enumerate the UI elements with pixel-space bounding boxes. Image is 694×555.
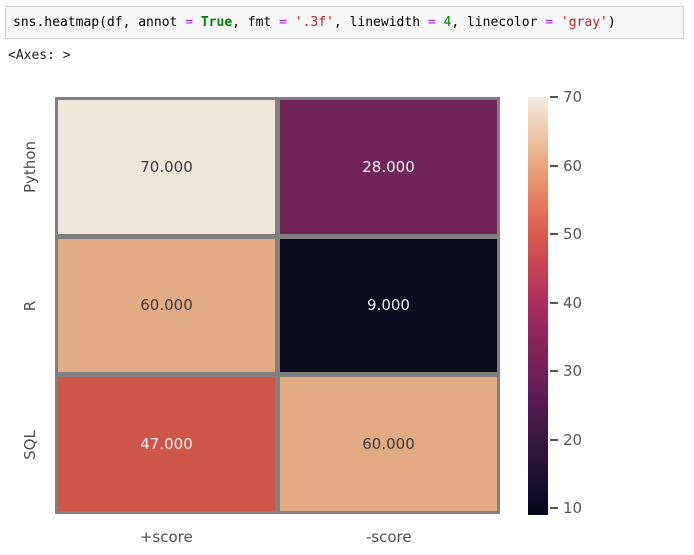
code-token-op: = xyxy=(427,15,436,30)
colorbar-tick-mark xyxy=(550,96,558,98)
code-token-plain xyxy=(436,15,444,30)
colorbar-tick-mark xyxy=(550,507,558,510)
heatmap-cell-Python-+score: 70.000 xyxy=(58,100,275,234)
y-tick-label-Python: Python xyxy=(21,140,39,193)
code-cell[interactable]: sns.heatmap(df, annot = True, fmt = '.3f… xyxy=(5,6,684,39)
code-token-str: 'gray' xyxy=(560,15,608,30)
colorbar-tick-60: 60 xyxy=(550,157,582,175)
code-token-plain: , fmt xyxy=(232,15,280,30)
colorbar-tick-30: 30 xyxy=(550,362,582,380)
heatmap-grid: 70.000 28.000 60.000 9.000 47.000 60.000 xyxy=(55,97,500,514)
colorbar-tick-mark xyxy=(550,370,558,373)
code-token-plain xyxy=(193,15,201,30)
colorbar-tick-label: 70 xyxy=(563,88,583,106)
colorbar-tick-mark xyxy=(550,164,558,167)
heatmap-cell-R--score: 9.000 xyxy=(280,238,497,373)
heatmap-cell-SQL-+score: 47.000 xyxy=(58,377,275,511)
heatmap-cell-SQL--score: 60.000 xyxy=(280,377,497,511)
y-tick-label-R: R xyxy=(21,300,39,311)
colorbar-tick-label: 30 xyxy=(563,362,583,381)
heatmap-figure: Python R SQL 70.000 28.000 60.000 9.000 47.000… xyxy=(0,70,694,555)
code-token-plain: , linewidth xyxy=(333,15,428,30)
colorbar-tick-mark xyxy=(550,233,558,236)
code-token-plain: , linecolor xyxy=(451,15,546,30)
x-tick-label--score: -score xyxy=(365,528,412,546)
code-token-kw: True xyxy=(200,15,233,30)
colorbar-tick-mark xyxy=(550,301,558,304)
code-token-plain: sns.heatmap(df, annot xyxy=(13,15,186,30)
colorbar-tick-50: 50 xyxy=(550,225,582,243)
code-line[interactable]: sns.heatmap(df, annot = True, fmt = '.3f… xyxy=(6,15,616,30)
code-token-plain xyxy=(287,15,295,30)
colorbar-tick-40: 40 xyxy=(550,294,582,312)
execution-result-text: <Axes: > xyxy=(8,48,71,63)
code-token-op: = xyxy=(185,15,194,30)
code-token-num: 4 xyxy=(443,15,452,30)
code-token-str: '.3f' xyxy=(294,15,334,30)
code-token-op: = xyxy=(279,15,287,30)
colorbar-tick-70: 70 xyxy=(550,88,582,106)
y-tick-label-SQL: SQL xyxy=(21,429,39,460)
colorbar-tick-label: 20 xyxy=(563,430,583,449)
colorbar-tick-10: 10 xyxy=(550,499,582,517)
colorbar-tick-label: 50 xyxy=(563,225,583,244)
colorbar-tick-mark xyxy=(550,438,558,441)
colorbar-tick-label: 60 xyxy=(563,156,583,175)
heatmap-cell-R-+score: 60.000 xyxy=(58,238,275,373)
colorbar-tick-label: 40 xyxy=(563,293,583,312)
code-token-op: = xyxy=(545,15,554,30)
colorbar xyxy=(528,97,548,515)
code-token-plain xyxy=(553,15,561,30)
x-tick-label-+score: +score xyxy=(139,528,193,546)
code-token-plain: ) xyxy=(607,15,616,30)
heatmap-cell-Python--score: 28.000 xyxy=(280,100,497,234)
colorbar-tick-label: 10 xyxy=(563,499,583,518)
colorbar-tick-20: 20 xyxy=(550,431,582,449)
